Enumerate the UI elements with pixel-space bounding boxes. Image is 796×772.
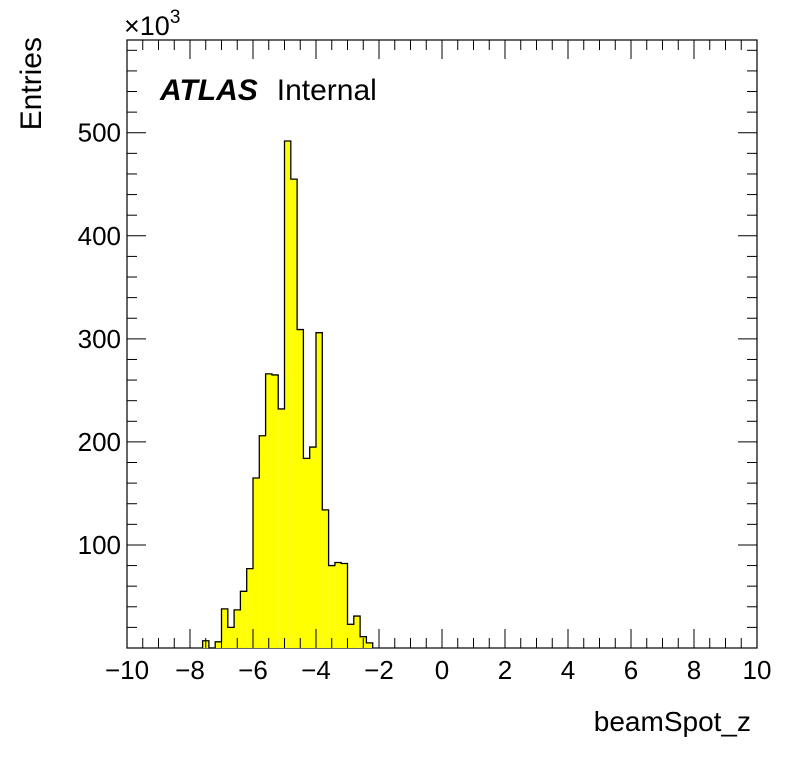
- y-tick-label: 300: [78, 324, 121, 354]
- histogram-bar: [303, 458, 310, 648]
- histogram-bar: [240, 591, 247, 648]
- atlas-brand: ATLAS: [159, 74, 258, 107]
- x-tick-label: −2: [364, 655, 394, 685]
- histogram-bar: [328, 565, 335, 648]
- histogram-bar: [290, 179, 298, 648]
- histogram-bar: [334, 562, 342, 648]
- y-tick-label: 400: [78, 221, 121, 251]
- atlas-label: ATLAS Internal: [159, 74, 377, 107]
- x-tick-label: 6: [624, 655, 638, 685]
- x-tick-label: −10: [105, 655, 149, 685]
- histogram-bar: [271, 374, 279, 648]
- histogram-bar: [353, 616, 361, 648]
- y-tick-label: 100: [78, 530, 121, 560]
- histogram-outline: [201, 140, 374, 649]
- histogram-bar: [215, 641, 222, 648]
- histogram-bar: [227, 627, 235, 648]
- histogram-bar: [284, 140, 291, 648]
- histogram-bar: [259, 435, 266, 648]
- histogram-bar: [341, 563, 348, 648]
- histogram-bar: [366, 642, 373, 648]
- y-axis-label: Entries: [15, 37, 48, 130]
- histogram-bar: [246, 568, 253, 648]
- x-axis-label: beamSpot_z: [594, 706, 751, 737]
- x-tick-label: −6: [238, 655, 268, 685]
- y-tick-label: 500: [78, 118, 121, 148]
- histogram-bar: [278, 408, 285, 648]
- x-tick-label: 8: [687, 655, 701, 685]
- x-tick-label: 2: [498, 655, 512, 685]
- histogram-bar: [347, 624, 354, 648]
- y-multiplier-exponent: 3: [170, 7, 181, 28]
- histogram-bar: [221, 608, 228, 648]
- y-multiplier-base: ×10: [124, 11, 170, 41]
- y-tick-label: 200: [78, 427, 121, 457]
- x-tick-label: 10: [743, 655, 772, 685]
- x-tick-label: 4: [561, 655, 575, 685]
- y-tick-labels: 100 200 300 400 500: [78, 118, 121, 560]
- x-tick-label: −4: [301, 655, 331, 685]
- x-tick-labels: −10 −8 −6 −4 −2 0 2 4 6 8 10: [105, 655, 772, 685]
- axis-ticks: [126, 40, 758, 648]
- histogram-bar: [234, 609, 241, 648]
- histogram-bar: [253, 477, 260, 648]
- x-tick-label: −8: [175, 655, 205, 685]
- histogram-bar: [309, 447, 316, 648]
- histogram-bar: [265, 373, 272, 648]
- histogram-bars: [201, 140, 374, 649]
- atlas-status: Internal: [277, 74, 377, 107]
- histogram-bar: [316, 332, 323, 648]
- histogram-bar: [322, 509, 329, 648]
- plot-frame: [126, 39, 758, 649]
- x-tick-label: 0: [435, 655, 449, 685]
- y-axis-multiplier: ×103: [124, 7, 180, 41]
- histogram-bar: [297, 329, 304, 648]
